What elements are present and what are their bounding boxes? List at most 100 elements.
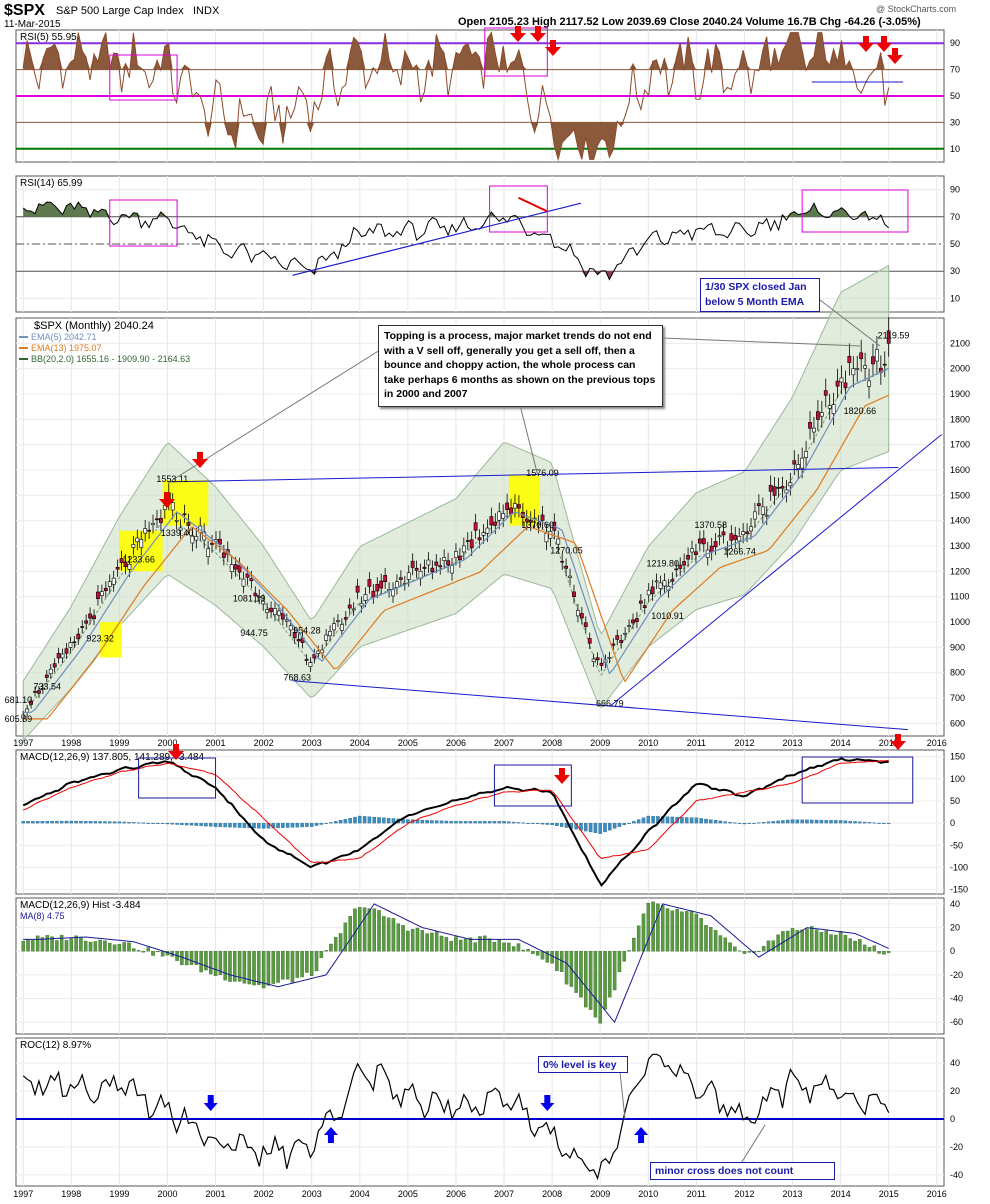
macd-histogram-bar [867,822,872,824]
hist-bar [511,946,516,952]
macd-histogram-bar [103,821,107,824]
hist-bar [882,951,886,955]
macd-histogram-bar [598,822,602,834]
hist-bar [603,951,607,1010]
x-tick-label: 2005 [398,1189,418,1199]
candle [221,552,226,558]
macd-histogram-bar [108,821,112,824]
hist-bar [704,925,708,952]
macd-histogram-bar [146,822,150,824]
hist-bar [761,946,766,952]
hist-bar [367,908,372,952]
y-tick-label: -20 [950,1142,963,1152]
hist-bar [146,947,150,952]
candle [619,640,624,644]
candle [88,613,92,619]
hist-bar [535,951,540,956]
hist-bar [31,940,35,952]
macd-histogram-bar [362,816,367,824]
price-label: 681.10 [5,695,33,705]
hist-bar [641,913,646,952]
hist-bar [117,944,122,952]
candle [48,668,53,675]
rsi-highlight-box [489,185,548,233]
candle [96,591,100,600]
hist-bar [266,951,271,986]
date: 11-Mar-2015 [4,19,61,30]
price-label: 923.32 [86,634,114,644]
candle [788,482,793,487]
macd-histogram-bar [194,822,199,826]
macd-histogram-bar [434,820,439,824]
candle [642,605,647,608]
x-tick-label: 2011 [687,738,706,748]
candle [733,535,738,540]
macd-histogram-bar [487,821,492,824]
price-label: 1233.66 [122,555,155,565]
hist-bar [127,942,131,952]
candle [229,564,234,572]
macd-histogram-bar [98,821,102,824]
hist-bar [699,918,703,952]
candle [815,411,820,420]
macd-histogram-bar [127,822,131,824]
hist-bar [362,907,367,952]
x-tick-label: 2013 [783,738,803,748]
hist-bar [574,951,578,993]
candle [654,580,659,583]
y-tick-label: 700 [950,693,965,703]
macd-histogram-bar [761,822,766,824]
macd-histogram-bar [785,819,790,824]
y-tick-label: 2100 [950,338,970,348]
hist-bar [843,935,848,952]
x-tick-label: 2016 [927,1189,947,1199]
candle [442,556,447,561]
macd-histogram-bar [425,820,429,824]
candle [375,584,380,592]
macd-histogram-bar [285,822,290,828]
candle [481,532,486,536]
candle [426,559,431,566]
rsi14-line [22,201,890,281]
candle [827,405,832,409]
macd-histogram-bar [733,822,737,824]
candle [159,517,163,523]
macd-histogram-bar [160,822,165,824]
price-label: 1339.40 [161,528,194,538]
candle [457,555,462,561]
macd-histogram-bar [367,816,372,824]
macd-histogram-bar [608,822,612,831]
price-label: 733.54 [33,682,61,692]
y-tick-label: 150 [950,752,965,762]
x-tick-label: 1998 [61,1189,81,1199]
macd-histogram-bar [290,822,295,828]
candle [855,368,860,370]
hist-bar [223,951,227,981]
macd-histogram-bar [55,820,59,824]
candle [729,533,734,541]
price-label: 605.89 [5,714,33,724]
y-tick-label: 1400 [950,516,970,526]
hist-bar [555,951,559,971]
hist-bar [584,951,588,1008]
candle [265,609,270,613]
macd-histogram-bar [136,822,141,824]
macd-histogram-bar [338,820,343,824]
candle [241,578,246,587]
hist-bar [521,949,526,952]
x-tick-label: 2014 [831,1189,851,1199]
macd-histogram-bar [79,820,83,824]
hist-bar [213,951,218,976]
macd-histogram-bar [382,817,386,824]
candle [674,568,679,571]
hist-bar [742,951,747,954]
macd-histogram-bar [112,821,117,824]
hist-bar [483,935,487,952]
y-tick-label: 50 [950,239,960,249]
price-label: 666.79 [596,698,624,708]
x-tick-label: 2006 [446,738,466,748]
candle [760,506,765,515]
candle [257,596,262,598]
hist-bar [21,940,25,952]
support-trendline [609,434,942,707]
